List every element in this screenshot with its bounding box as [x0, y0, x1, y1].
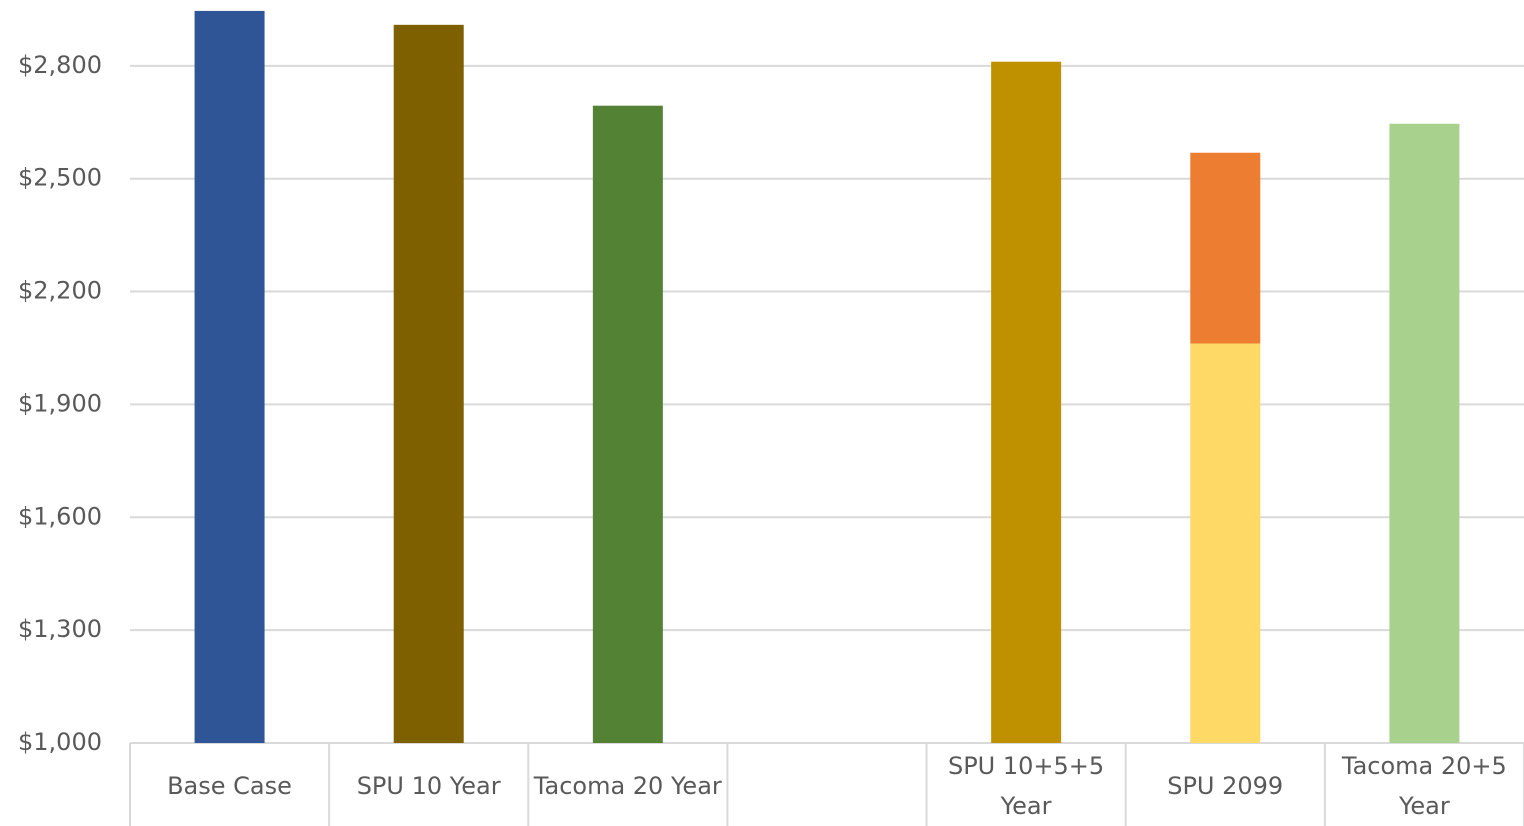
bar	[1389, 123, 1460, 743]
y-tick-label: $1,900	[18, 389, 102, 417]
y-tick-label: $2,200	[18, 277, 102, 305]
x-tick-label: SPU 2099	[1167, 771, 1284, 800]
x-tick-label: SPU 10 Year	[356, 771, 501, 800]
y-tick-label: $1,000	[18, 728, 102, 756]
x-tick-label: Tacoma 20+5 Year	[1341, 751, 1507, 820]
bar	[991, 61, 1062, 744]
y-tick-label: $2,800	[18, 51, 102, 79]
bar	[1190, 343, 1261, 743]
x-tick-label: SPU 10+5+5 Year	[947, 751, 1105, 820]
x-tick-label: Tacoma 20 Year	[533, 771, 722, 800]
bar	[393, 24, 464, 744]
bar	[194, 10, 265, 744]
bar	[592, 105, 663, 744]
y-tick-label: $1,300	[18, 615, 102, 643]
y-tick-label: $1,600	[18, 502, 102, 530]
x-tick-label: Base Case	[167, 771, 292, 800]
y-tick-label: $2,500	[18, 164, 102, 192]
bar	[1190, 152, 1261, 344]
